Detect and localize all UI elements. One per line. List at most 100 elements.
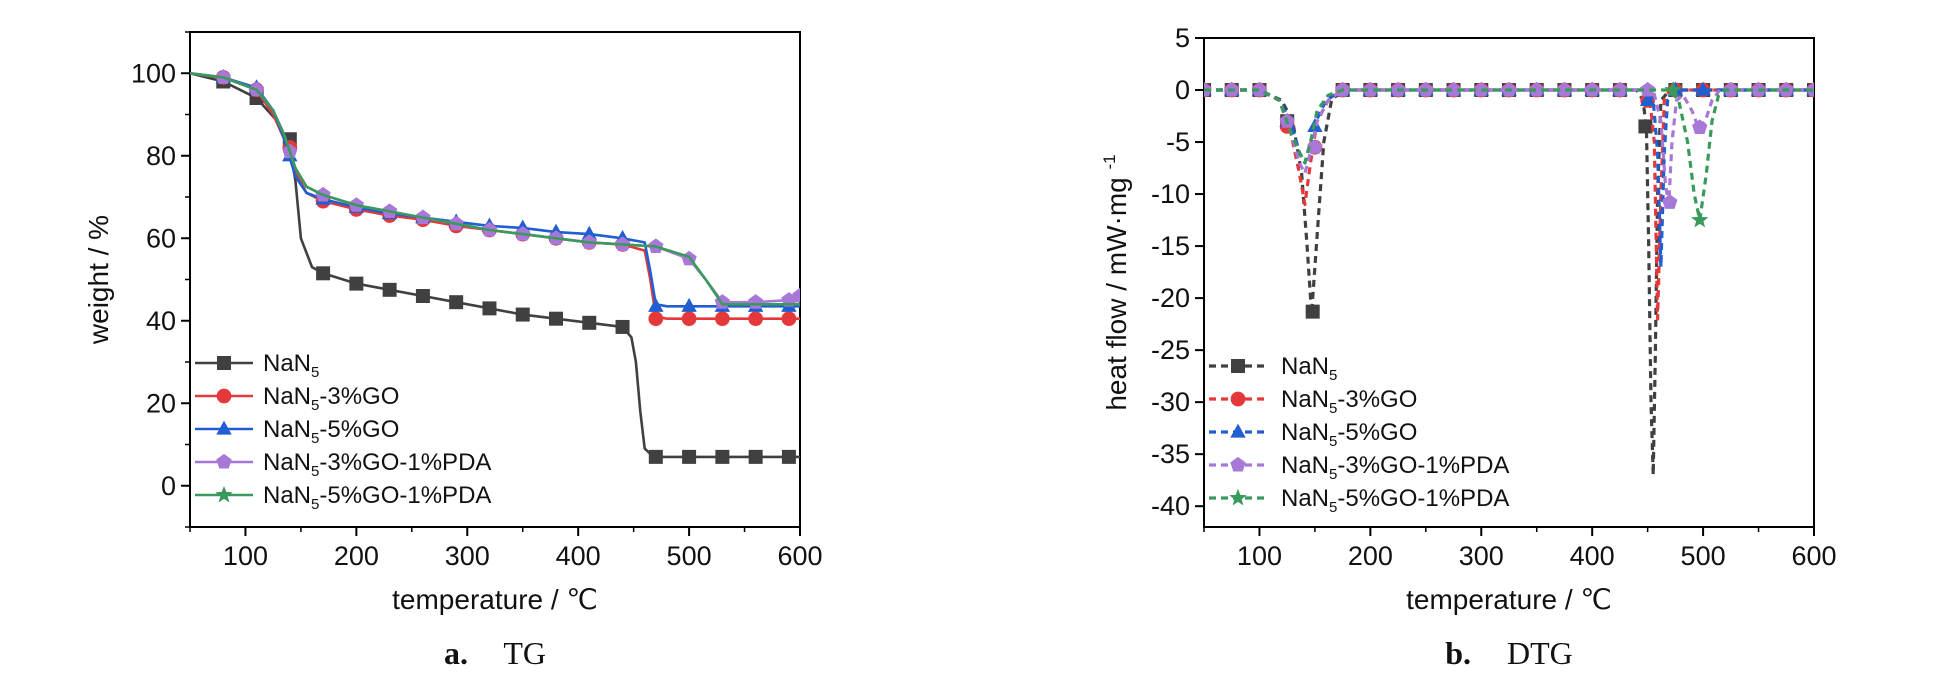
x-tick-label: 100 <box>1237 541 1282 571</box>
data-point <box>792 287 800 303</box>
x-tick-label: 100 <box>223 541 268 571</box>
legend-marker <box>1230 391 1246 407</box>
x-tick-label: 600 <box>777 541 822 571</box>
data-point <box>1638 119 1653 134</box>
series-line <box>1204 88 1814 477</box>
legend-marker <box>216 453 232 469</box>
data-point <box>515 307 530 322</box>
dtg-chart: 100 200 300 400 500 600 5 0 -5 -10 -15 -20 -25 -30 -35… <box>1100 23 1837 671</box>
series-line <box>1204 88 1814 269</box>
y-tick-label: -5 <box>1166 127 1190 157</box>
data-point <box>1692 119 1708 134</box>
x-tick-label: 400 <box>556 541 601 571</box>
data-point <box>615 319 630 334</box>
data-point <box>715 311 730 327</box>
data-point <box>1723 82 1739 97</box>
series-line <box>190 72 800 306</box>
x-tick-label: 600 <box>1791 541 1836 571</box>
series-line <box>190 72 800 308</box>
legend-entry: NaN5-3%GO-1%PDA <box>1281 452 1509 483</box>
data-point <box>648 449 663 464</box>
data-point <box>549 311 563 326</box>
y-tick-label: -30 <box>1151 387 1190 417</box>
x-tick-label: 500 <box>1681 541 1726 571</box>
tg-axes: 100 200 300 400 500 600 0 20 40 60 80 100 <box>131 31 823 571</box>
legend-entry: NaN5-5%GO-1%PDA <box>263 482 491 513</box>
y-tick-label: 80 <box>146 141 176 171</box>
data-point <box>682 449 697 464</box>
y-tick-label: 60 <box>146 223 176 253</box>
y-tick-label: 40 <box>146 306 176 336</box>
y-tick-label: 100 <box>131 58 176 88</box>
y-tick-label: 0 <box>161 471 176 501</box>
data-point <box>1662 194 1678 209</box>
tg-legend: NaN5NaN5-3%GONaN5-5%GONaN5-3%GO-1%PDANaN… <box>195 350 491 513</box>
x-tick-label: 200 <box>1348 541 1393 571</box>
dtg-y-axis-label-sup: -1 <box>1100 154 1119 169</box>
dtg-series <box>1204 80 1814 477</box>
tg-x-axis-label: temperature / ℃ <box>392 584 598 615</box>
legend-marker <box>1231 359 1245 373</box>
x-tick-label: 300 <box>445 541 490 571</box>
data-point <box>715 449 730 464</box>
dtg-y-axis-label-main: heat flow / mW·mg <box>1101 177 1132 410</box>
legend-marker <box>215 485 233 503</box>
dtg-plot-frame <box>1203 37 1815 528</box>
dtg-axes: 100 200 300 400 500 600 5 0 -5 -10 -15 -20 -25 -30 -35… <box>1151 23 1837 571</box>
data-point <box>748 294 764 309</box>
x-tick-label: 400 <box>1570 541 1615 571</box>
dtg-legend: NaN5NaN5-3%GONaN5-5%GONaN5-3%GO-1%PDANaN… <box>1209 353 1509 516</box>
data-point <box>1556 82 1573 97</box>
legend-marker <box>217 356 231 370</box>
x-tick-label: 200 <box>334 541 379 571</box>
y-tick-label: -15 <box>1151 231 1190 261</box>
series-line <box>1204 88 1814 207</box>
data-point <box>1529 82 1545 97</box>
dtg-y-axis-label: heat flow / mW·mg -1 <box>1100 154 1132 410</box>
data-point <box>681 297 697 312</box>
y-tick-label: -25 <box>1151 335 1190 365</box>
x-tick-label: 300 <box>1459 541 1504 571</box>
data-point <box>482 301 497 316</box>
dtg-caption: b. DTG <box>1445 635 1573 671</box>
data-point <box>648 297 664 312</box>
data-point <box>1695 81 1711 96</box>
data-point <box>1445 82 1462 97</box>
data-point <box>748 449 763 464</box>
data-point <box>748 311 763 327</box>
dtg-caption-letter: b. <box>1445 635 1471 671</box>
tg-y-axis-label: weight / % <box>83 215 114 345</box>
legend-entry: NaN5 <box>263 350 319 381</box>
series-line <box>1204 88 1814 321</box>
data-point <box>1307 139 1323 154</box>
tg-caption-text: TG <box>503 635 546 671</box>
y-tick-label: -10 <box>1151 179 1190 209</box>
data-point <box>1664 80 1682 98</box>
legend-entry: NaN5-3%GO <box>1281 386 1417 417</box>
legend-marker <box>216 420 232 435</box>
data-point <box>1362 82 1378 97</box>
legend-entry: NaN5-5%GO <box>263 416 399 447</box>
y-tick-label: 20 <box>146 388 176 418</box>
data-point <box>1640 82 1656 97</box>
tg-caption: a. TG <box>444 635 546 671</box>
tg-caption-letter: a. <box>444 635 468 671</box>
data-point <box>781 292 797 307</box>
dtg-x-axis-label: temperature / ℃ <box>1406 584 1612 615</box>
data-point <box>582 315 597 330</box>
data-point <box>648 311 664 327</box>
data-point <box>681 311 697 327</box>
dtg-caption-text: DTG <box>1507 635 1573 671</box>
data-point <box>349 276 364 291</box>
tg-series <box>190 68 800 464</box>
legend-marker <box>1230 456 1246 472</box>
data-point <box>581 225 597 240</box>
y-tick-label: -35 <box>1151 439 1190 469</box>
y-tick-label: -40 <box>1151 491 1190 521</box>
data-point <box>781 449 796 464</box>
legend-entry: NaN5-3%GO <box>263 383 399 414</box>
legend-marker <box>1229 488 1247 506</box>
data-point <box>415 289 430 303</box>
